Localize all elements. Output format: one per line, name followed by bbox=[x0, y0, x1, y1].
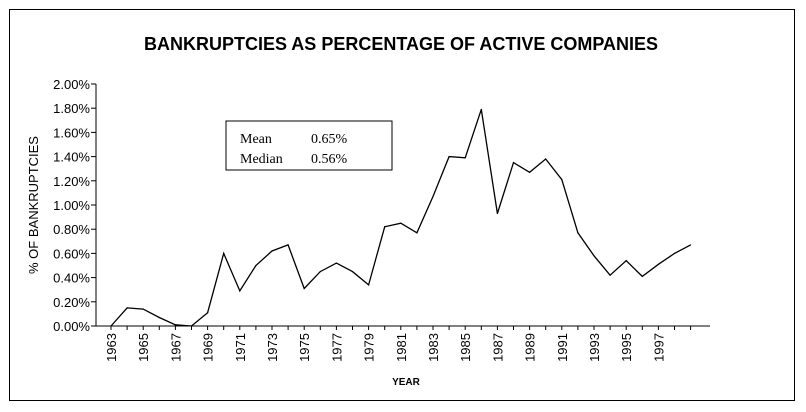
chart-frame bbox=[9, 9, 795, 401]
data-point bbox=[158, 316, 160, 319]
data-point bbox=[448, 156, 450, 158]
x-tick-label: 1965 bbox=[136, 333, 151, 362]
y-tick-label: 0.40% bbox=[53, 271, 90, 286]
data-point bbox=[496, 212, 498, 215]
x-tick-label: 1983 bbox=[426, 333, 441, 362]
x-tick-label: 1987 bbox=[490, 333, 505, 362]
mean-value: 0.65% bbox=[311, 132, 348, 147]
mean-label: Mean bbox=[240, 132, 272, 147]
data-point bbox=[287, 244, 289, 246]
y-tick-label: 1.20% bbox=[53, 174, 90, 189]
data-point bbox=[561, 178, 563, 181]
x-tick-label: 1997 bbox=[651, 333, 666, 362]
data-point bbox=[480, 108, 482, 111]
data-point bbox=[384, 226, 386, 228]
chart-title: BANKRUPTCIES AS PERCENTAGE OF ACTIVE COM… bbox=[144, 34, 658, 54]
data-point bbox=[190, 325, 193, 327]
data-point bbox=[625, 260, 627, 262]
median-value: 0.56% bbox=[311, 152, 348, 167]
x-tick-label: 1963 bbox=[104, 333, 119, 362]
y-tick-label: 2.00% bbox=[53, 77, 90, 92]
data-point bbox=[464, 157, 466, 159]
data-point bbox=[174, 324, 176, 326]
x-tick-label: 1981 bbox=[394, 333, 409, 362]
data-point bbox=[577, 232, 579, 234]
data-point bbox=[432, 195, 434, 198]
median-label: Median bbox=[240, 152, 283, 167]
data-point bbox=[271, 250, 273, 252]
data-point bbox=[351, 270, 354, 273]
y-tick-label: 1.00% bbox=[53, 198, 90, 213]
x-tick-label: 1985 bbox=[458, 333, 473, 362]
y-tick-label: 0.00% bbox=[53, 319, 90, 334]
y-tick-label: 0.80% bbox=[53, 222, 90, 237]
data-point bbox=[303, 287, 305, 290]
data-point bbox=[641, 275, 643, 277]
stats-box-border bbox=[225, 120, 393, 171]
y-tick-label: 0.20% bbox=[53, 295, 90, 310]
data-point bbox=[416, 232, 418, 234]
y-tick-label: 1.60% bbox=[53, 125, 90, 140]
data-point bbox=[690, 244, 692, 246]
stats-box: Mean 0.65% Median 0.56% bbox=[225, 120, 393, 171]
data-point bbox=[223, 252, 225, 254]
x-axis-label: YEAR bbox=[392, 377, 421, 388]
data-point bbox=[512, 162, 515, 164]
x-tick-label: 1979 bbox=[362, 333, 377, 362]
data-point bbox=[545, 158, 547, 160]
x-tick-label: 1977 bbox=[329, 333, 344, 362]
data-point bbox=[239, 290, 241, 292]
x-tick-label: 1991 bbox=[555, 333, 570, 362]
y-axis: 0.00% 0.20% 0.40% 0.60% 0.80% 1.00% 1.20% 1.40%… bbox=[53, 77, 97, 334]
y-axis-label: % OF BANKRUPTCIES bbox=[26, 136, 41, 274]
data-point bbox=[529, 171, 531, 173]
data-point bbox=[673, 252, 676, 254]
data-point bbox=[142, 308, 144, 310]
x-tick-label: 1993 bbox=[587, 333, 602, 362]
y-tick-label: 0.60% bbox=[53, 246, 90, 261]
y-tick-label: 1.80% bbox=[53, 101, 90, 116]
x-tick-label: 1975 bbox=[297, 333, 312, 362]
data-point bbox=[593, 255, 595, 257]
data-point bbox=[110, 325, 112, 327]
data-point bbox=[319, 270, 321, 273]
x-tick-label: 1969 bbox=[201, 333, 216, 362]
data-point bbox=[255, 264, 257, 267]
series-line bbox=[110, 109, 691, 327]
data-point bbox=[368, 284, 370, 286]
data-point bbox=[400, 222, 402, 224]
x-axis: 1963 1965 1967 1969 1971 1973 1975 1977 1979 1981… bbox=[96, 325, 710, 362]
data-point bbox=[126, 307, 128, 309]
x-tick-label: 1973 bbox=[265, 333, 280, 362]
x-tick-label: 1971 bbox=[233, 333, 248, 362]
data-point bbox=[207, 312, 209, 314]
data-point bbox=[335, 262, 337, 264]
data-point bbox=[657, 263, 660, 265]
x-tick-label: 1967 bbox=[168, 333, 183, 362]
data-point bbox=[609, 274, 611, 276]
y-tick-label: 1.40% bbox=[53, 150, 90, 165]
x-tick-label: 1995 bbox=[619, 333, 634, 362]
x-tick-label: 1989 bbox=[523, 333, 538, 362]
series-bankruptcies bbox=[110, 108, 692, 327]
